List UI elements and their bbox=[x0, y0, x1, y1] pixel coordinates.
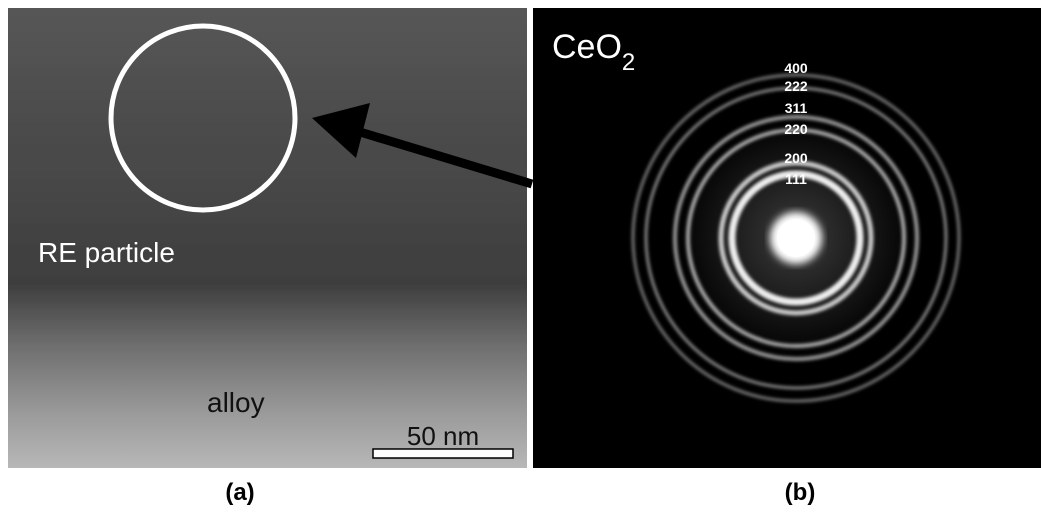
ring-index: 220 bbox=[784, 121, 808, 137]
central-beam bbox=[777, 219, 815, 257]
ring-index: 400 bbox=[784, 60, 808, 76]
ring-index: 200 bbox=[784, 150, 808, 166]
scale-bar bbox=[373, 449, 513, 458]
formula-subscript: 2 bbox=[622, 49, 635, 76]
formula: CeO bbox=[552, 28, 622, 66]
ring-index: 311 bbox=[785, 100, 808, 116]
panel-b: CeO2 400 222 311 220 200 111 bbox=[533, 8, 1041, 468]
panel-a: RE particle alloy 50 nm bbox=[8, 8, 527, 468]
ring-index: 111 bbox=[785, 171, 807, 187]
figure: RE particle alloy 50 nm CeO2 400 222 311 22… bbox=[0, 0, 1041, 516]
ring-index: 222 bbox=[784, 78, 808, 94]
scale-bar-label: 50 nm bbox=[407, 421, 479, 451]
caption-a: (a) bbox=[225, 479, 254, 506]
caption-b: (b) bbox=[785, 479, 816, 506]
matrix-label: alloy bbox=[207, 387, 265, 418]
region-label: RE particle bbox=[38, 237, 175, 268]
